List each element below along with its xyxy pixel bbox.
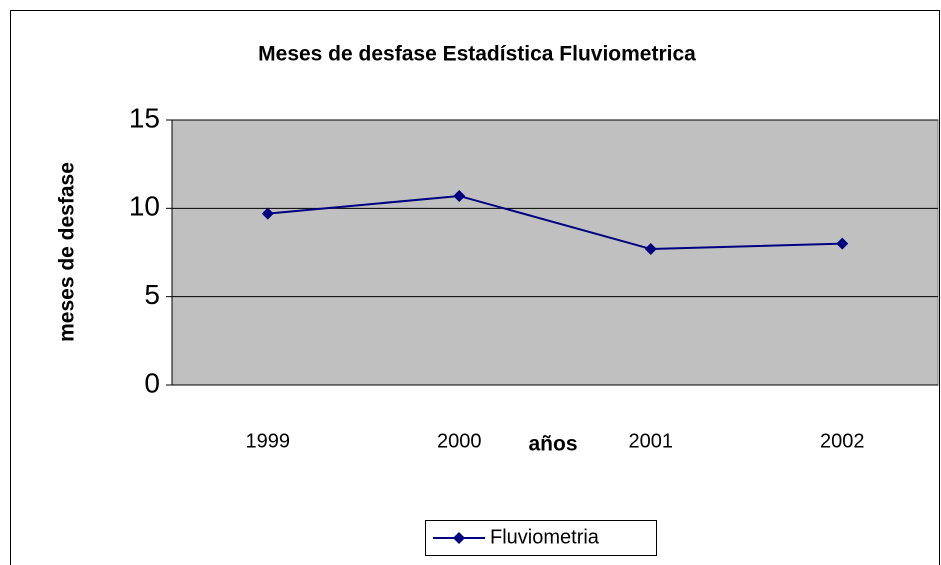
legend-marker xyxy=(453,532,465,544)
data-point xyxy=(644,242,657,255)
x-tick-label: 1999 xyxy=(246,430,291,452)
x-tick-label: 2000 xyxy=(437,430,482,452)
chart-title: Meses de desfase Estadística Fluviometri… xyxy=(258,43,696,66)
data-point xyxy=(453,189,466,202)
y-tick-label: 15 xyxy=(129,102,160,133)
x-tick-label: 2002 xyxy=(820,430,865,452)
data-point xyxy=(261,207,274,220)
x-tick-label: 2001 xyxy=(629,430,674,452)
legend-label: Fluviometria xyxy=(490,526,600,548)
plot-background xyxy=(171,119,939,386)
y-tick-label: 5 xyxy=(144,279,160,310)
plot-area: 0 5 10 15 1999 2000 2001 2002 xyxy=(129,102,939,452)
series-line xyxy=(267,194,843,250)
y-tick-label: 10 xyxy=(129,191,160,222)
legend: Fluviometria xyxy=(425,520,657,556)
x-axis-label: años xyxy=(528,433,577,456)
legend-box xyxy=(425,520,657,556)
data-point xyxy=(836,237,849,250)
y-axis-label: meses de desfase xyxy=(56,162,79,342)
y-tick-label: 0 xyxy=(144,367,160,398)
